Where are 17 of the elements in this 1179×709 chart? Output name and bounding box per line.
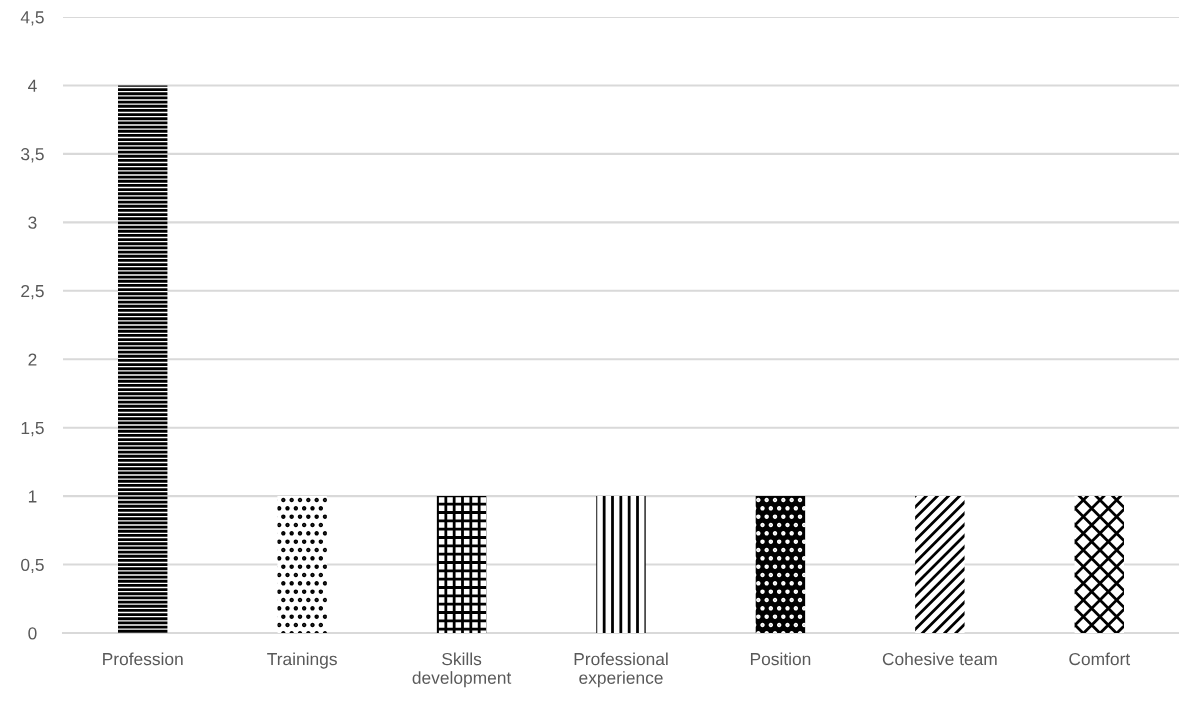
x-tick-label: Trainings	[267, 652, 337, 669]
x-tick-label: Professional experience	[574, 652, 668, 688]
y-tick-label: 1,5	[21, 422, 44, 437]
x-tick-label: Position	[750, 652, 811, 666]
y-tick-label: 4	[28, 79, 37, 92]
x-tick-label: Cohesive team	[882, 652, 997, 666]
y-tick-label: 0	[28, 627, 37, 640]
y-tick-label: 2,5	[21, 284, 44, 300]
y-tick-label: 4,5	[20, 11, 44, 26]
y-tick-label: 3	[28, 216, 37, 229]
y-tick-label: 1	[28, 490, 37, 503]
x-tick-label: Comfort	[1069, 652, 1131, 666]
y-tick-label: 3,5	[21, 148, 44, 163]
y-tick-label: 0,5	[21, 558, 44, 574]
y-tick-label: 2	[28, 353, 37, 366]
x-tick-label: Skills development	[412, 652, 512, 688]
x-tick-label: Profession	[103, 652, 183, 666]
